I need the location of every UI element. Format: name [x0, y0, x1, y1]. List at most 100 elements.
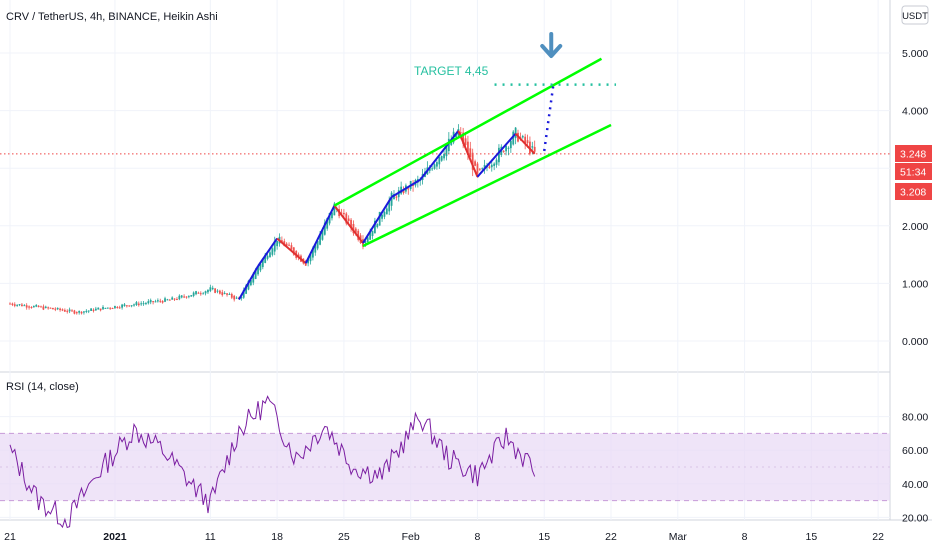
candle-body	[476, 163, 479, 174]
candle-body	[204, 291, 207, 294]
candle-body	[23, 305, 26, 307]
candle-body	[106, 307, 109, 309]
candle-body	[259, 263, 262, 271]
candle-body	[99, 308, 102, 311]
candle-body	[49, 307, 52, 309]
time-tick-label: 8	[742, 531, 748, 543]
candle-body	[447, 138, 450, 152]
candle-body	[230, 294, 233, 298]
candle-body	[94, 308, 97, 311]
currency-button[interactable]: USDT	[901, 5, 929, 25]
candle-body	[228, 293, 231, 295]
candle-body	[164, 298, 166, 302]
candle-body	[209, 287, 212, 292]
price-axis[interactable]: 0.0001.0002.0003.0004.0005.00020.0040.00…	[902, 48, 928, 524]
candle-body	[264, 254, 267, 263]
candle-body	[66, 310, 69, 312]
candle-body	[149, 300, 152, 303]
candle-body	[223, 292, 226, 294]
candle-body	[469, 148, 472, 158]
candle-body	[21, 304, 23, 307]
rsi-tick-label: 60.00	[902, 445, 928, 457]
candle-body	[252, 275, 255, 283]
candle-body	[221, 292, 224, 296]
candle-body	[52, 307, 54, 310]
candle-body	[121, 304, 123, 308]
candle-body	[199, 293, 202, 295]
candle-body	[92, 309, 95, 312]
candle-body	[311, 247, 314, 258]
zigzag-segment	[362, 196, 393, 244]
candle-body	[319, 234, 321, 245]
time-tick-label: 15	[806, 531, 818, 543]
candle-body	[288, 244, 290, 246]
candle-body	[176, 298, 178, 300]
candle-body	[526, 140, 529, 144]
candle-body	[168, 299, 171, 301]
zigzag-segment	[391, 178, 421, 198]
channel-lower-line	[362, 123, 612, 248]
candle-body	[285, 243, 288, 246]
candle-body	[459, 132, 462, 134]
target-label: TARGET 4,45	[414, 64, 489, 78]
candle-body	[507, 147, 510, 149]
candle-body	[369, 232, 372, 240]
candle-body	[307, 259, 310, 264]
candle-body	[235, 297, 238, 299]
candle-body	[240, 296, 243, 299]
candle-body	[40, 306, 42, 308]
candle-body	[498, 147, 500, 163]
candle-body	[137, 303, 140, 306]
candle-body	[54, 308, 57, 310]
candle-body	[402, 190, 405, 194]
candle-body	[531, 146, 534, 148]
zigzag-segment	[419, 130, 460, 181]
candle-body	[412, 184, 414, 186]
candle-body	[42, 306, 45, 310]
candle-body	[59, 308, 61, 311]
candle-body	[109, 307, 112, 309]
candle-body	[71, 310, 73, 312]
candle-body	[445, 145, 448, 157]
candle-body	[271, 248, 274, 255]
candle-body	[309, 253, 312, 262]
candle-body	[462, 132, 465, 145]
time-tick-label: 2021	[103, 531, 127, 543]
candle-body	[433, 164, 436, 169]
time-tick-label: 22	[872, 531, 884, 543]
last-price-badge	[895, 145, 932, 162]
candle-body	[464, 138, 467, 146]
candle-body	[135, 302, 138, 305]
time-tick-label: Mar	[669, 531, 688, 543]
zigzag-segment	[457, 130, 479, 178]
candle-body	[326, 218, 329, 229]
candle-body	[364, 241, 367, 243]
price-tick-label: 4.000	[902, 106, 928, 118]
time-axis[interactable]: 21 2021 11 18 25 Feb 8 15 22 Mar 8 15 22	[4, 531, 884, 543]
candle-body	[438, 157, 441, 165]
candle-body	[269, 252, 271, 258]
candle-body	[30, 306, 33, 308]
candle-body	[133, 304, 135, 306]
candle-body	[102, 306, 104, 310]
candle-body	[352, 223, 355, 234]
candle-body	[154, 301, 157, 303]
rsi-tick-label: 80.00	[902, 412, 928, 424]
candle-body	[18, 304, 21, 306]
candle-body	[376, 224, 379, 228]
candle-body	[350, 219, 352, 229]
candle-body	[118, 307, 121, 309]
candle-body	[478, 168, 481, 170]
candle-body	[195, 291, 197, 295]
candle-body	[261, 258, 264, 268]
candle-body	[436, 162, 438, 167]
candle-body	[257, 266, 259, 275]
candle-body	[481, 168, 484, 170]
candle-body	[292, 247, 295, 255]
candle-body	[331, 212, 333, 219]
time-tick-label: 15	[538, 531, 550, 543]
candle-body	[354, 228, 357, 234]
candle-body	[488, 166, 491, 168]
